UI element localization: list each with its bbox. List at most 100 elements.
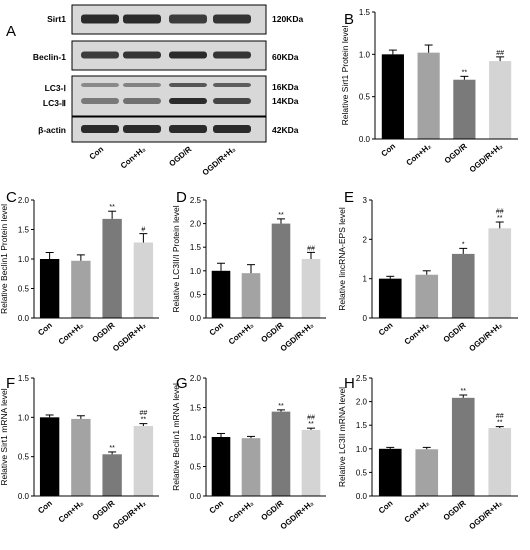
- y-tick-label: 1.5: [190, 404, 202, 413]
- bar: [102, 218, 122, 318]
- band-lc3-: [123, 98, 161, 104]
- y-tick-label: 2.0: [190, 220, 202, 229]
- panel-letter-e: E: [344, 189, 354, 206]
- x-tick-label: OGD/R: [442, 321, 468, 345]
- band-beclin-1: [81, 51, 119, 59]
- bar: [381, 54, 404, 140]
- significance-marker: **: [497, 420, 503, 427]
- bar: [71, 418, 91, 496]
- bar: [378, 278, 402, 318]
- significance-marker: ##: [307, 415, 315, 422]
- y-tick-label: 2.0: [18, 196, 30, 205]
- y-tick-label: 0.0: [190, 314, 202, 323]
- band-sirt1: [81, 14, 119, 24]
- y-axis-label: Relative LC3II/I Protein level: [171, 205, 181, 312]
- band-sirt1: [123, 14, 161, 24]
- significance-marker: ##: [307, 245, 315, 252]
- blot-label--actin: β-actin: [38, 125, 66, 135]
- bar: [271, 223, 291, 318]
- chart-panel-h: Relative LC3II mRNA level Con Con+H₂ ** OGD/…: [337, 374, 518, 531]
- band-lc3-: [213, 98, 251, 104]
- y-tick-label: 0.5: [190, 463, 202, 472]
- x-tick-label: OGD/R+H₂: [468, 141, 505, 174]
- band-sirt1: [213, 14, 251, 24]
- panel-letter-b: B: [344, 11, 354, 28]
- band-beclin-1: [169, 51, 207, 59]
- bar: [39, 259, 60, 318]
- y-tick-label: 0.0: [18, 314, 30, 323]
- x-tick-label: Con+H₂: [57, 498, 86, 524]
- bar: [453, 79, 476, 139]
- y-tick-label: 1.0: [356, 445, 368, 454]
- blot-size--actin: 42KDa: [272, 125, 299, 135]
- y-axis-label: Relative Beclin1 Protein level: [0, 204, 9, 314]
- band-lc3-: [123, 83, 161, 87]
- x-tick-label: Con+H₂: [403, 498, 432, 524]
- blot-size-beclin-1: 60KDa: [272, 52, 299, 62]
- significance-marker: ##: [496, 209, 504, 216]
- x-tick-label: OGD/R: [91, 499, 117, 523]
- blot-size-sirt1: 120KDa: [272, 14, 303, 24]
- x-tick-label: Con: [208, 499, 226, 516]
- x-tick-label: OGD/R: [442, 499, 468, 523]
- y-axis-label: Relative Sirt1 Protein level: [340, 26, 350, 126]
- chart-panel-b: Relative Sirt1 Protein level Con Con+H₂ ** O…: [340, 8, 518, 174]
- blot-label-beclin-1: Beclin-1: [33, 52, 66, 62]
- significance-marker: **: [461, 388, 467, 395]
- y-tick-label: 0.0: [190, 492, 202, 501]
- x-tick-label: Con: [379, 142, 397, 159]
- chart-panel-f: Relative Sirt1 mRNA level Con Con+H₂ ** OGD/…: [0, 374, 159, 531]
- band-lc3-: [213, 83, 251, 87]
- significance-marker: **: [278, 212, 284, 219]
- significance-marker: **: [141, 417, 147, 424]
- panel-letter-c: C: [6, 189, 17, 206]
- bar: [211, 270, 231, 318]
- x-tick-label: OGD/R+H₂: [279, 320, 316, 353]
- blot-lane-label: Con: [88, 145, 106, 162]
- significance-marker: **: [462, 69, 468, 76]
- western-blot-panel: Sirt1 120KDa Beclin-1 60KDa LC3-Ⅰ 16KDa LC3-Ⅱ 1…: [33, 4, 303, 177]
- x-tick-label: OGD/R: [443, 142, 469, 166]
- y-tick-label: 2.0: [190, 374, 202, 383]
- y-tick-label: 1.0: [190, 433, 202, 442]
- panel-letter-a: A: [6, 23, 16, 40]
- bar: [39, 417, 60, 496]
- x-tick-label: OGD/R+H₂: [111, 498, 148, 531]
- x-tick-label: Con+H₂: [227, 498, 256, 524]
- significance-marker: **: [109, 204, 115, 211]
- band--actin: [213, 125, 251, 133]
- x-tick-label: OGD/R+H₂: [279, 498, 316, 531]
- bar: [133, 242, 154, 318]
- y-tick-label: 0.5: [18, 453, 30, 462]
- y-tick-label: 1.0: [190, 267, 202, 276]
- y-tick-label: 1.0: [359, 50, 371, 59]
- band-lc3-: [81, 98, 119, 104]
- bar: [451, 397, 475, 496]
- x-tick-label: Con: [377, 321, 395, 338]
- bar: [301, 429, 321, 496]
- blot-lane-label: OGD/R: [167, 145, 193, 169]
- blot-label-lc3-: LC3-Ⅰ: [45, 83, 66, 93]
- y-tick-label: 1.5: [190, 243, 202, 252]
- y-tick-label: 2.0: [356, 398, 368, 407]
- band--actin: [169, 125, 207, 133]
- panel-letter-f: F: [6, 375, 15, 392]
- x-tick-label: OGD/R: [91, 321, 117, 345]
- y-tick-label: 2: [363, 235, 368, 244]
- significance-marker: **: [308, 421, 314, 428]
- y-tick-label: 2.5: [356, 374, 368, 383]
- bar: [102, 454, 122, 496]
- x-tick-label: Con+H₂: [57, 320, 86, 346]
- y-tick-label: 0.0: [359, 135, 371, 144]
- y-axis-label: Relative Sirt1 mRNA level: [0, 388, 9, 485]
- x-tick-label: OGD/R: [259, 321, 285, 345]
- y-tick-label: 0.5: [18, 285, 30, 294]
- band--actin: [123, 125, 161, 133]
- significance-marker: **: [278, 403, 284, 410]
- bar: [489, 61, 512, 139]
- y-tick-label: 1.5: [18, 226, 30, 235]
- significance-marker: #: [141, 227, 145, 234]
- bar: [417, 52, 440, 139]
- y-tick-label: 1.0: [18, 413, 30, 422]
